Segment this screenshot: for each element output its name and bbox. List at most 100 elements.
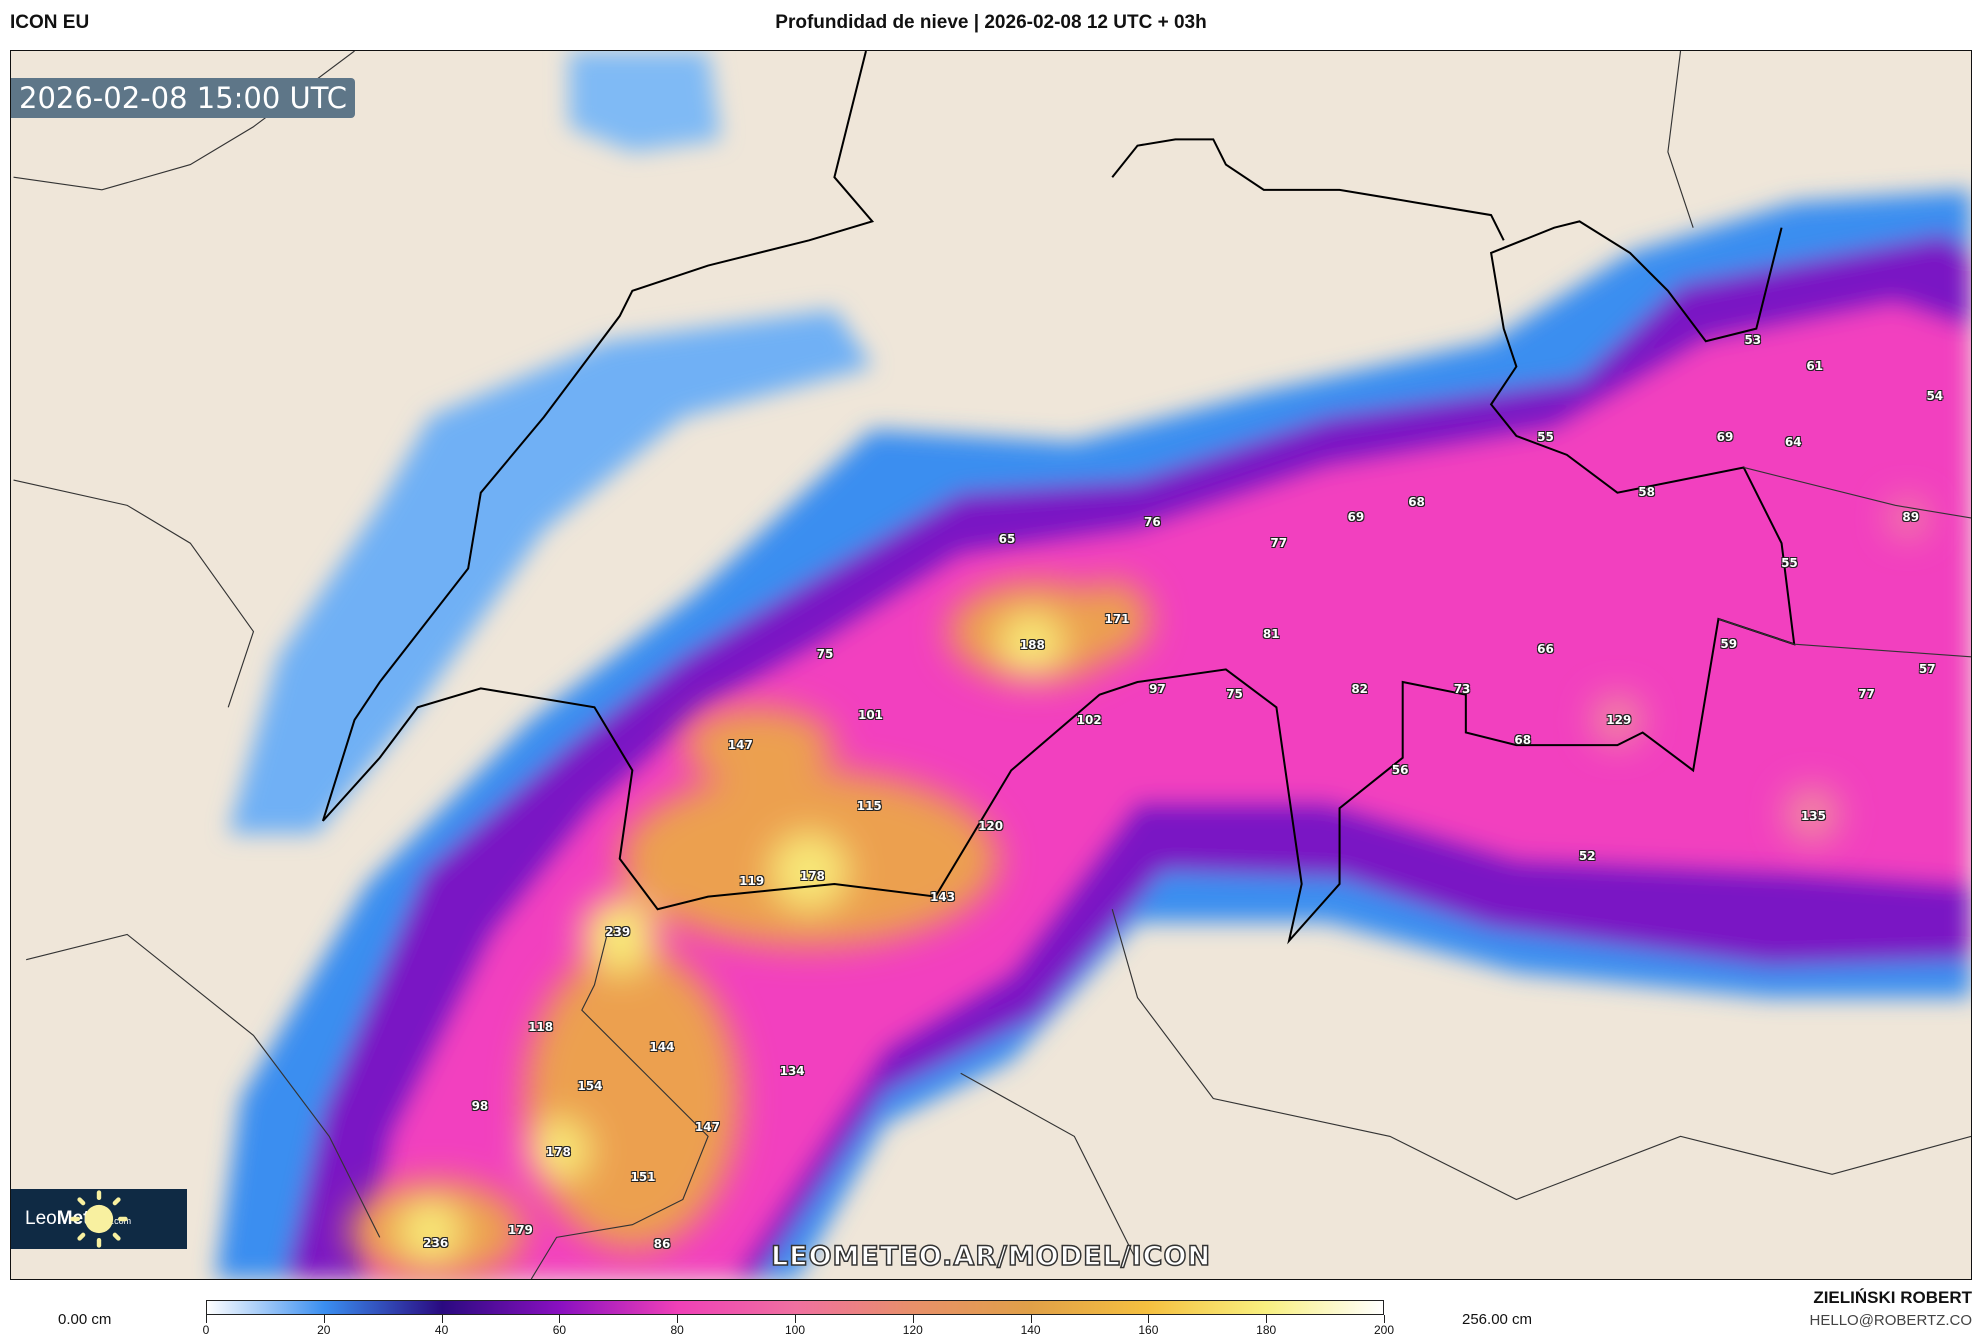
snow-area-light <box>569 51 721 152</box>
snow-depth-label: 52 <box>1578 849 1596 864</box>
snow-depth-label: 236 <box>423 1235 449 1250</box>
snow-depth-label: 58 <box>1638 485 1655 500</box>
colorbar-tick-label: 60 <box>552 1323 567 1337</box>
map-title: Profundidad de nieve | 2026-02-08 12 UTC… <box>775 12 1207 33</box>
model-name: ICON EU <box>10 12 90 33</box>
snow-depth-label: 178 <box>545 1144 571 1159</box>
snow-depth-label: 89 <box>1902 510 1920 525</box>
colorbar-tick <box>1266 1315 1268 1323</box>
snow-area-orange <box>682 707 835 784</box>
snow-depth-label: 75 <box>1226 687 1243 702</box>
snow-depth-label: 81 <box>1262 626 1280 641</box>
snow-depth-label: 115 <box>856 798 882 813</box>
snow-area-light <box>228 309 873 834</box>
snow-depth-label: 129 <box>1606 712 1632 727</box>
colorbar-tick <box>677 1315 679 1323</box>
region-border <box>1667 51 1694 228</box>
snow-depth-label: 143 <box>930 889 956 904</box>
colorbar-tick <box>559 1315 561 1323</box>
snow-depth-label: 147 <box>694 1119 720 1134</box>
colorbar <box>206 1300 1384 1315</box>
snow-depth-label: 154 <box>577 1079 603 1094</box>
country-border <box>1111 138 1505 241</box>
snow-depth-label: 118 <box>528 1019 554 1034</box>
snow-depth-label: 102 <box>1076 712 1102 727</box>
snow-depth-label: 55 <box>1781 555 1798 570</box>
region-border <box>26 933 381 1238</box>
snow-depth-label: 55 <box>1537 429 1554 444</box>
colorbar-tick-label: 0 <box>202 1323 210 1337</box>
snow-area-yellow <box>581 896 658 973</box>
snow-depth-label: 75 <box>816 646 834 661</box>
snow-depth-label: 239 <box>605 925 631 939</box>
region-border <box>1111 909 1971 1201</box>
sun-icon <box>70 1190 128 1248</box>
watermark: LEOMETEO.AR/MODEL/ICON <box>770 1240 1212 1273</box>
colorbar-tick <box>323 1315 325 1323</box>
leometeo-logo: LeoMeteo.com <box>11 1189 187 1249</box>
colorbar-tick <box>912 1315 914 1323</box>
snow-depth-label: 65 <box>998 531 1016 546</box>
snow-depth-label: 53 <box>1744 333 1762 348</box>
colorbar-min-label: 0.00 cm <box>58 1311 112 1328</box>
snow-depth-label: 61 <box>1806 358 1824 373</box>
snow-depth-label: 69 <box>1716 429 1734 444</box>
snow-depth-label: 178 <box>799 869 825 884</box>
snow-depth-label: 73 <box>1453 682 1471 697</box>
colorbar-tick <box>441 1315 443 1323</box>
snow-depth-label: 54 <box>1926 389 1944 404</box>
region-border <box>530 934 709 1279</box>
snow-depth-label: 144 <box>649 1040 675 1055</box>
snow-depth-label: 97 <box>1149 682 1166 697</box>
map-canvas <box>13 51 1971 1279</box>
country-border <box>321 51 1796 945</box>
colorbar-tick-label: 200 <box>1373 1323 1395 1337</box>
snow-depth-label: 76 <box>1144 515 1161 530</box>
colorbar-tick <box>206 1315 207 1323</box>
colorbar-tick-label: 100 <box>784 1323 806 1337</box>
snow-depth-label: 134 <box>779 1064 805 1079</box>
colorbar-tick-label: 120 <box>902 1323 923 1337</box>
snow-depth-label: 69 <box>1347 510 1365 525</box>
snow-area-yellow <box>398 1199 462 1263</box>
colorbar-tick-label: 80 <box>670 1323 684 1337</box>
region-border <box>1718 618 1971 658</box>
snow-depth-label: 147 <box>727 737 753 752</box>
colorbar-max-label: 256.00 cm <box>1462 1311 1533 1328</box>
snow-area-yellow <box>999 612 1063 676</box>
author-email: HELLO@ROBERTZ.CO <box>1809 1312 1972 1329</box>
author-name: ZIELIŃSKI ROBERT <box>1813 1288 1972 1307</box>
snow-depth-label: 171 <box>1104 611 1130 626</box>
colorbar-tick <box>1384 1315 1385 1323</box>
snow-depth-label: 66 <box>1537 641 1554 656</box>
snow-depth-label: 57 <box>1918 662 1936 677</box>
colorbar-tick-label: 160 <box>1138 1323 1159 1337</box>
snow-depth-label: 188 <box>1019 638 1045 653</box>
colorbar-tick <box>1030 1315 1032 1323</box>
snow-depth-label: 179 <box>507 1223 533 1238</box>
snow-depth-label: 119 <box>739 874 765 889</box>
colorbar-tick-label: 180 <box>1256 1323 1277 1337</box>
snow-depth-label: 56 <box>1391 763 1409 778</box>
snow-area-salmon <box>1592 694 1643 746</box>
valid-time-badge: 2026-02-08 15:00 UTC <box>11 78 356 118</box>
snow-area-yellow <box>771 833 848 910</box>
snow-depth-map: 2026-02-08 15:00 UTC 53 61 54 55 69 64 58 89 68 6… <box>10 50 1972 1280</box>
region-border <box>1743 466 1971 519</box>
region-border <box>960 1072 1139 1263</box>
snow-area-orange <box>1074 581 1151 657</box>
snow-depth-label: 64 <box>1784 434 1802 449</box>
colorbar-tick-label: 140 <box>1020 1323 1041 1337</box>
colorbar-tick <box>1148 1315 1150 1323</box>
colorbar-tick <box>795 1315 796 1323</box>
snow-depth-label: 135 <box>1800 808 1826 823</box>
snow-depth-label: 68 <box>1408 495 1425 510</box>
snow-area-salmon <box>1784 786 1840 843</box>
snow-depth-label: 151 <box>630 1170 656 1185</box>
snow-area-pink <box>367 303 1971 1279</box>
region-border <box>13 479 255 708</box>
colorbar-tick-label: 20 <box>317 1323 331 1337</box>
snow-depth-label: 77 <box>1270 535 1288 550</box>
region-border <box>13 51 355 191</box>
author-credit: ZIELIŃSKI ROBERT HELLO@ROBERTZ.CO <box>1810 1288 1972 1329</box>
